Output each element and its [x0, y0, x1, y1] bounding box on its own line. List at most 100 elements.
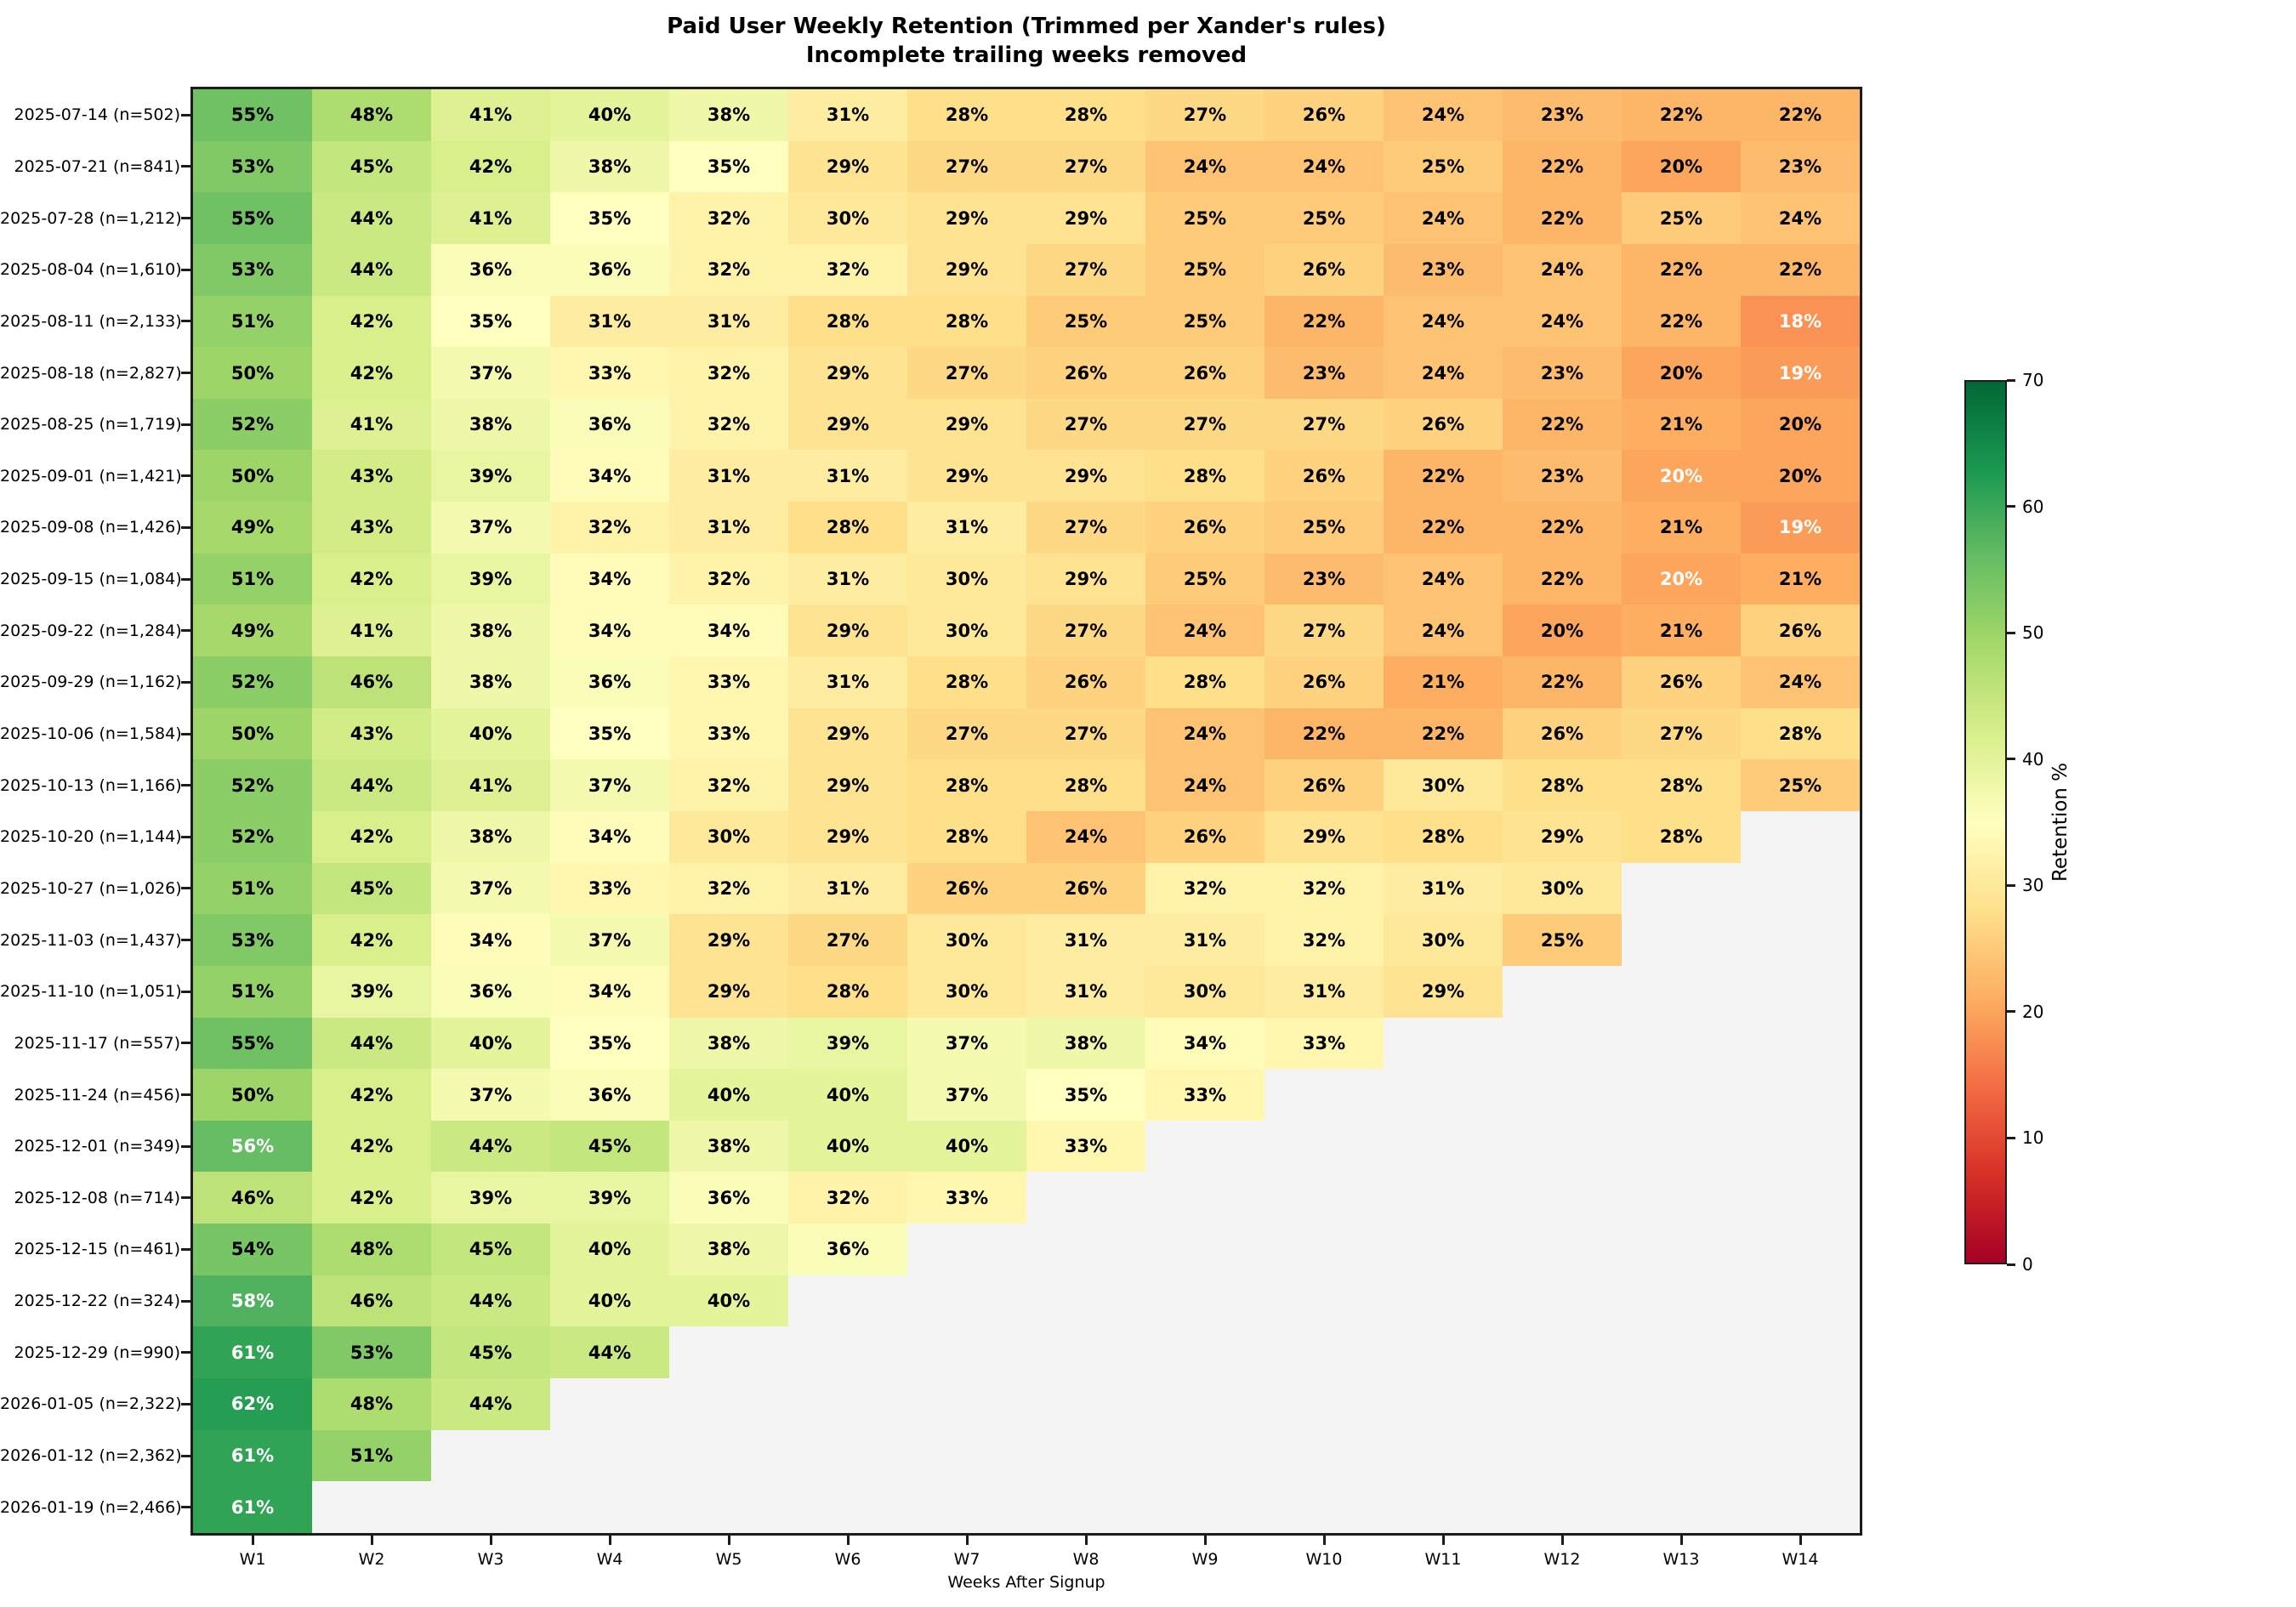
- heatmap-cell: 45%: [312, 862, 431, 915]
- heatmap-cell: 24%: [1145, 140, 1265, 193]
- heatmap-cell: 33%: [1026, 1120, 1145, 1173]
- heatmap-cell: 26%: [1265, 450, 1384, 503]
- heatmap-cell: 34%: [550, 810, 669, 863]
- heatmap-cell: [1741, 811, 1860, 863]
- heatmap-cell: 29%: [1026, 450, 1145, 503]
- heatmap-cell: 24%: [1384, 347, 1503, 399]
- heatmap-cell: 41%: [431, 192, 550, 244]
- heatmap-cell: 44%: [431, 1378, 550, 1430]
- heatmap-cell: [1741, 1121, 1860, 1173]
- heatmap-cell: [788, 1275, 907, 1327]
- heatmap-cell: 26%: [1384, 398, 1503, 451]
- colorbar-tick-mark: [2007, 1136, 2015, 1139]
- heatmap-cell: 22%: [1384, 450, 1503, 503]
- y-tick-mark: [181, 1093, 190, 1097]
- heatmap-cell: [431, 1430, 550, 1482]
- y-tick-mark: [181, 217, 190, 220]
- chart-title-line2: Incomplete trailing weeks removed: [805, 43, 1247, 68]
- heatmap-cell: 52%: [193, 810, 312, 863]
- x-tick-label: W5: [715, 1550, 742, 1569]
- heatmap-cell: 43%: [312, 450, 431, 503]
- heatmap-cell: 34%: [1145, 1017, 1265, 1070]
- heatmap-cell: 25%: [1265, 502, 1384, 554]
- heatmap-cell: [1503, 1224, 1622, 1275]
- heatmap-cell: 28%: [1741, 707, 1860, 760]
- heatmap-cell: [1026, 1378, 1145, 1430]
- heatmap-cell: 40%: [550, 89, 669, 141]
- heatmap-cell: [1026, 1430, 1145, 1482]
- heatmap-cell: 44%: [431, 1120, 550, 1173]
- colorbar-gradient: [1964, 380, 2007, 1264]
- heatmap-cell: 23%: [1741, 140, 1860, 193]
- heatmap-cell: 20%: [1622, 140, 1741, 193]
- heatmap-cell: 45%: [550, 1120, 669, 1173]
- heatmap-cell: 52%: [193, 656, 312, 708]
- heatmap-cell: 44%: [312, 192, 431, 244]
- heatmap-cell: 28%: [1503, 759, 1622, 811]
- heatmap-cell: 29%: [669, 914, 788, 966]
- y-tick-label: 2025-07-21 (n=841): [14, 156, 180, 176]
- heatmap-cell: 44%: [312, 1017, 431, 1070]
- heatmap-cell: 34%: [550, 965, 669, 1018]
- y-tick-mark: [181, 1351, 190, 1354]
- heatmap-cell: 31%: [1026, 914, 1145, 966]
- heatmap-cell: 28%: [907, 295, 1026, 348]
- heatmap-cell: 61%: [193, 1429, 312, 1482]
- heatmap-cell: [1741, 1430, 1860, 1482]
- heatmap-cell: 18%: [1741, 295, 1860, 348]
- y-tick-mark: [181, 165, 190, 168]
- heatmap-cell: 24%: [1145, 707, 1265, 760]
- heatmap-cell: 32%: [1265, 862, 1384, 915]
- heatmap-cell: 19%: [1741, 502, 1860, 554]
- heatmap-cell: [669, 1430, 788, 1482]
- x-tick-mark: [965, 1536, 969, 1545]
- colorbar-tick-mark: [2007, 1263, 2015, 1266]
- heatmap-cell: 44%: [312, 759, 431, 811]
- heatmap-cell: 25%: [1265, 192, 1384, 244]
- y-tick-label: 2025-12-01 (n=349): [14, 1137, 180, 1156]
- heatmap-cell: 38%: [669, 89, 788, 141]
- heatmap-cell: 31%: [1026, 965, 1145, 1018]
- heatmap-cell: 41%: [431, 759, 550, 811]
- heatmap-cell: 31%: [550, 295, 669, 348]
- heatmap-cell: 40%: [550, 1275, 669, 1327]
- heatmap-cell: 28%: [1026, 759, 1145, 811]
- y-tick-mark: [181, 113, 190, 116]
- heatmap-cell: 42%: [312, 347, 431, 399]
- y-tick-label: 2025-12-08 (n=714): [14, 1188, 180, 1207]
- heatmap-cell: 21%: [1622, 605, 1741, 657]
- y-tick-mark: [181, 268, 190, 271]
- heatmap-cell: 22%: [1503, 398, 1622, 451]
- heatmap-cell: 42%: [312, 553, 431, 605]
- heatmap-cell: 26%: [1741, 605, 1860, 657]
- heatmap-cell: 27%: [1026, 502, 1145, 554]
- heatmap-cell: [1384, 1430, 1503, 1482]
- heatmap-cell: 28%: [907, 810, 1026, 863]
- heatmap-cell: 24%: [1145, 605, 1265, 657]
- heatmap-cell: 40%: [431, 707, 550, 760]
- heatmap-cell: 28%: [1026, 89, 1145, 141]
- heatmap-cell: 36%: [550, 398, 669, 451]
- heatmap-cell: 35%: [1026, 1069, 1145, 1121]
- heatmap-cell: 27%: [907, 707, 1026, 760]
- heatmap-cell: 41%: [431, 89, 550, 141]
- heatmap-cell: 29%: [907, 192, 1026, 244]
- x-tick-label: W11: [1424, 1550, 1462, 1569]
- heatmap-cell: 36%: [788, 1224, 907, 1275]
- heatmap-cell: [1503, 1378, 1622, 1430]
- x-tick-mark: [370, 1536, 373, 1545]
- heatmap-cell: [1145, 1378, 1265, 1430]
- heatmap-cell: 48%: [312, 89, 431, 141]
- x-tick-mark: [727, 1536, 730, 1545]
- heatmap-cell: 20%: [1622, 553, 1741, 605]
- heatmap-cell: 46%: [312, 656, 431, 708]
- heatmap-cell: 34%: [669, 605, 788, 657]
- heatmap-cell: [1741, 1326, 1860, 1378]
- y-tick-label: 2025-12-29 (n=990): [14, 1343, 180, 1362]
- heatmap-cell: 37%: [431, 1069, 550, 1121]
- chart-title: Paid User Weekly Retention (Trimmed per …: [193, 12, 1860, 70]
- heatmap-cell: 28%: [907, 89, 1026, 141]
- x-tick-mark: [1441, 1536, 1445, 1545]
- colorbar-tick-mark: [2007, 883, 2015, 887]
- x-tick-mark: [1679, 1536, 1683, 1545]
